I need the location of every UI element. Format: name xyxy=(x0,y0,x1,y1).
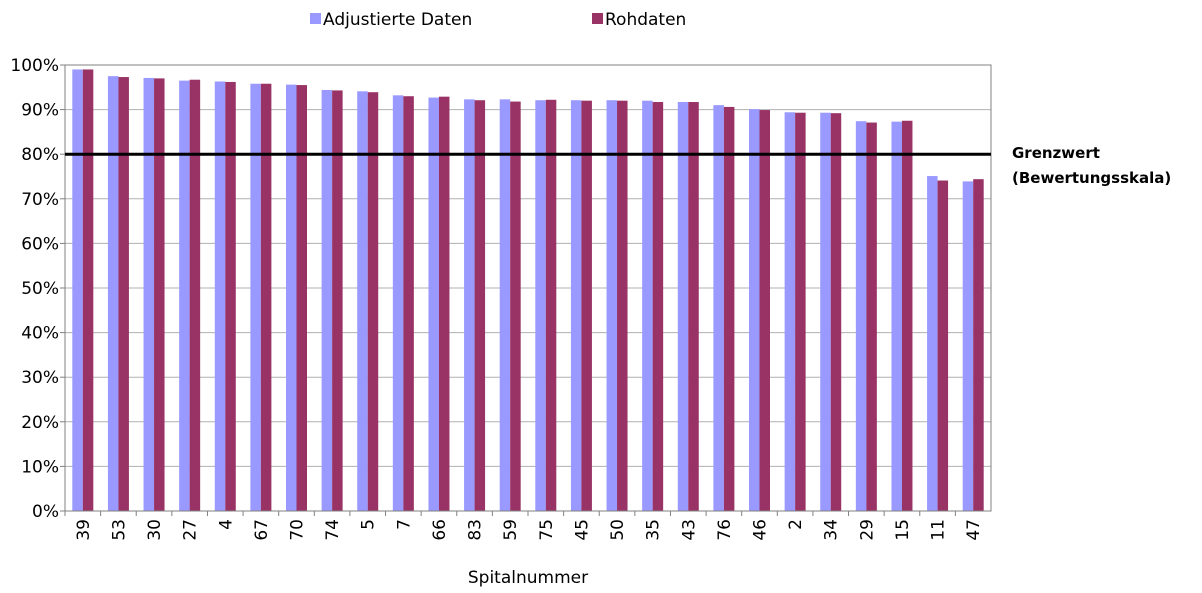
threshold-label: Grenzwert xyxy=(1012,144,1100,162)
x-tick-label: 15 xyxy=(893,519,913,541)
y-tick-label: 50% xyxy=(21,279,59,299)
bar xyxy=(723,106,735,511)
threshold-label: (Bewertungsskala) xyxy=(1012,169,1171,187)
x-tick-label: 53 xyxy=(109,519,129,541)
x-tick-label: 76 xyxy=(715,519,735,541)
y-tick-label: 60% xyxy=(21,234,59,254)
bar xyxy=(321,89,333,511)
bar xyxy=(118,77,129,512)
bar xyxy=(286,84,297,512)
y-tick-label: 80% xyxy=(21,145,59,165)
bar xyxy=(688,102,699,511)
legend-label: Adjustierte Daten xyxy=(323,10,472,30)
bar xyxy=(581,100,592,512)
plot-border xyxy=(64,64,992,512)
bar xyxy=(617,100,628,512)
bar xyxy=(357,91,368,512)
x-tick-label: 47 xyxy=(964,519,984,541)
x-tick-label: 45 xyxy=(572,519,592,541)
bar xyxy=(403,96,414,511)
x-tick-label: 50 xyxy=(608,519,628,541)
bar xyxy=(428,97,439,512)
bar xyxy=(784,112,796,511)
y-tick-label: 90% xyxy=(21,101,59,121)
bar xyxy=(464,99,475,511)
y-tick-label: 100% xyxy=(10,56,59,76)
bar xyxy=(937,180,949,511)
legend-label: Rohdaten xyxy=(605,10,686,30)
bar xyxy=(510,101,521,512)
x-tick-label: 67 xyxy=(252,519,272,541)
bar xyxy=(570,100,582,511)
bar xyxy=(107,76,119,512)
y-tick-label: 40% xyxy=(21,324,59,344)
bar xyxy=(642,100,653,512)
x-tick-label: 46 xyxy=(751,519,771,541)
bar xyxy=(154,78,165,511)
x-tick-label: 4 xyxy=(216,519,236,530)
y-tick-label: 30% xyxy=(21,368,59,388)
bar xyxy=(606,100,618,511)
bar xyxy=(214,81,226,511)
bar xyxy=(332,90,343,511)
x-tick-label: 83 xyxy=(466,519,486,541)
y-tick-label: 0% xyxy=(32,502,59,522)
x-tick-label: 27 xyxy=(181,519,201,541)
x-tick-label: 70 xyxy=(288,519,308,541)
y-tick-label: 20% xyxy=(21,413,59,433)
x-axis-label: Spitalnummer xyxy=(468,568,588,588)
bar xyxy=(296,85,307,511)
bar xyxy=(535,100,546,511)
bar xyxy=(866,122,877,511)
bar xyxy=(973,179,984,511)
x-tick-label: 29 xyxy=(857,519,877,541)
x-tick-label: 30 xyxy=(145,519,165,541)
x-tick-label: 7 xyxy=(394,519,414,530)
bar xyxy=(250,83,261,512)
x-tick-label: 43 xyxy=(679,519,699,541)
bar xyxy=(189,79,201,511)
bar xyxy=(474,100,486,511)
x-tick-label: 5 xyxy=(359,519,379,530)
bar xyxy=(855,121,867,512)
bar xyxy=(260,83,272,512)
bar xyxy=(820,112,831,512)
bar xyxy=(143,77,155,512)
x-tick-label: 66 xyxy=(430,519,450,541)
bar xyxy=(82,69,94,512)
bar xyxy=(225,81,236,511)
x-tick-label: 75 xyxy=(537,519,557,541)
bar xyxy=(652,102,664,511)
x-tick-label: 35 xyxy=(644,519,664,541)
x-tick-label: 2 xyxy=(786,519,806,530)
bar xyxy=(962,181,974,511)
x-tick-label: 74 xyxy=(323,519,343,541)
y-tick-label: 70% xyxy=(21,190,59,210)
bar xyxy=(545,99,557,512)
legend-swatch xyxy=(310,13,321,24)
bar xyxy=(72,69,83,512)
bar xyxy=(759,110,770,512)
bar xyxy=(713,105,724,511)
bar xyxy=(367,92,379,512)
x-tick-label: 39 xyxy=(74,519,94,541)
x-tick-label: 11 xyxy=(929,519,949,541)
bar xyxy=(749,109,760,512)
bar xyxy=(891,121,902,511)
bar xyxy=(901,120,913,511)
bar xyxy=(438,96,450,511)
bar xyxy=(392,95,404,511)
bar xyxy=(927,176,938,511)
y-tick-label: 10% xyxy=(21,457,59,477)
bar xyxy=(830,113,842,511)
bar xyxy=(179,80,190,512)
legend-swatch xyxy=(592,13,603,24)
x-tick-label: 59 xyxy=(501,519,521,541)
bar xyxy=(677,102,689,511)
bar xyxy=(499,99,511,511)
x-tick-label: 34 xyxy=(822,519,842,541)
bar xyxy=(795,112,806,512)
